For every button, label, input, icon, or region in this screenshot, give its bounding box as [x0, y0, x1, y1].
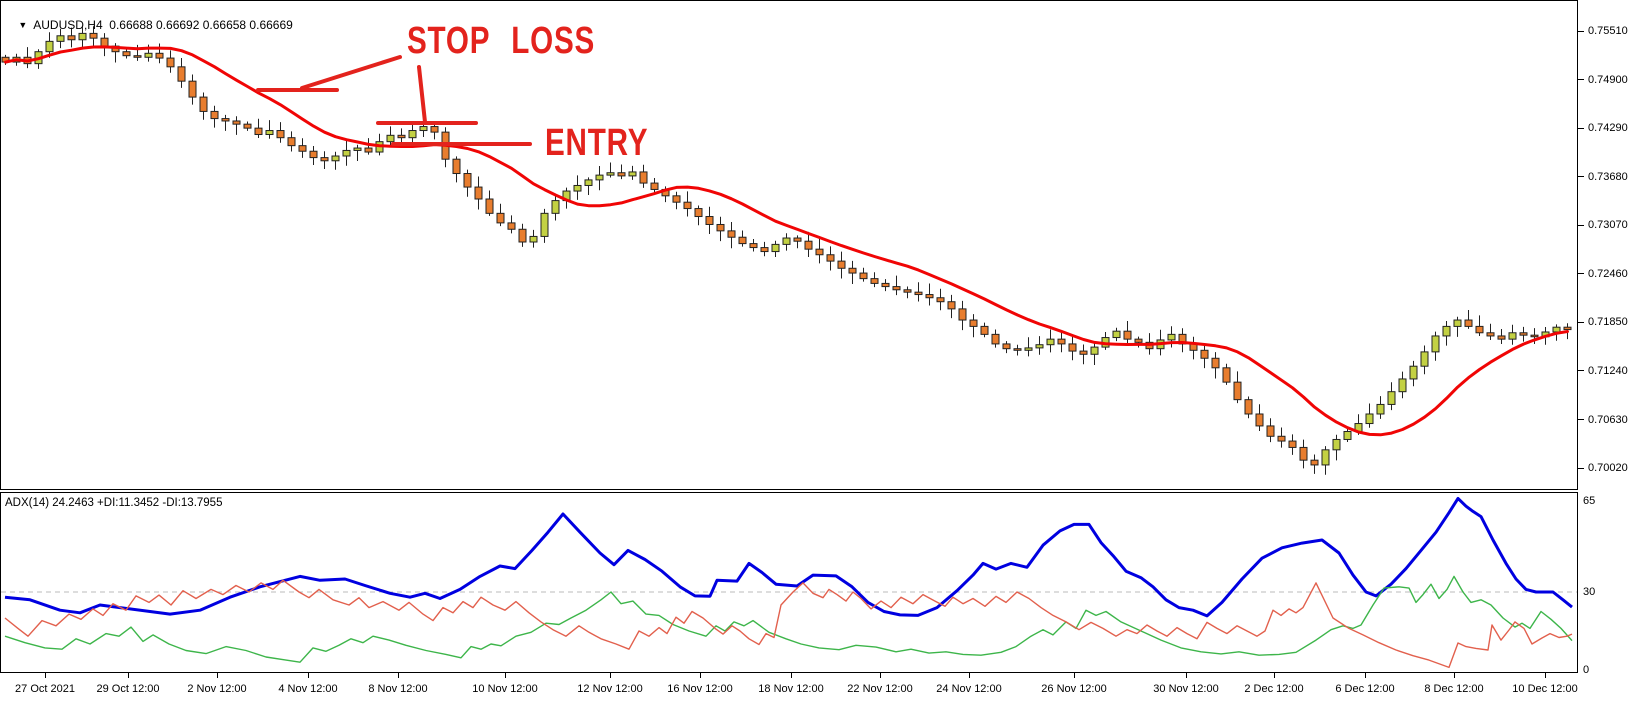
price-tick [1578, 273, 1584, 275]
annotation-lines-group [256, 55, 532, 146]
time-tick [1274, 673, 1275, 678]
price-axis-label: 0.70630 [1588, 413, 1628, 426]
time-tick [1454, 673, 1455, 678]
main-panel-border [0, 0, 1578, 490]
stop-loss-annotation: STOP LOSS [407, 20, 596, 62]
time-tick [217, 673, 218, 678]
adx-series-+DI [4, 575, 1573, 663]
price-axis-label: 0.74290 [1588, 122, 1628, 135]
ohlc-values: 0.66688 0.66692 0.66658 0.66669 [109, 18, 293, 32]
time-tick [398, 673, 399, 678]
price-axis-label: 0.73680 [1588, 170, 1628, 183]
price-tick [1578, 224, 1584, 226]
time-axis-label: 8 Nov 12:00 [368, 683, 428, 695]
time-axis-label: 8 Dec 12:00 [1424, 683, 1484, 695]
time-axis-label: 16 Nov 12:00 [667, 683, 733, 695]
time-axis-label: 26 Nov 12:00 [1041, 683, 1107, 695]
time-axis-label: 27 Oct 2021 [15, 683, 75, 695]
adx-chart-canvas[interactable] [0, 492, 1578, 673]
annotation-line-1 [300, 55, 402, 90]
price-axis-label: 0.74900 [1588, 73, 1628, 86]
time-tick [969, 673, 970, 678]
time-tick [700, 673, 701, 678]
time-tick [880, 673, 881, 678]
adx-axis-label: 30 [1583, 586, 1596, 598]
time-tick [1545, 673, 1546, 678]
price-tick [1578, 321, 1584, 323]
adx-indicator-label: ADX(14) 24.2463 +DI:11.3452 -DI:13.7955 [5, 497, 223, 509]
adx-panel-border [0, 492, 1578, 673]
price-tick [1578, 419, 1584, 421]
time-tick [610, 673, 611, 678]
annotation-line-2 [417, 65, 427, 124]
entry-annotation: ENTRY [545, 122, 649, 164]
time-axis-label: 6 Dec 12:00 [1335, 683, 1395, 695]
time-axis-label: 4 Nov 12:00 [278, 683, 338, 695]
time-axis-label: 10 Dec 12:00 [1512, 683, 1578, 695]
moving-average-line [4, 45, 1569, 437]
chevron-down-icon[interactable]: ▼ [18, 20, 28, 30]
time-tick [791, 673, 792, 678]
adx-axis-label: 0 [1583, 664, 1590, 676]
symbol-title-bar: ▼ AUDUSD,H4 0.66688 0.66692 0.66658 0.666… [5, 4, 293, 46]
price-axis-label: 0.70020 [1588, 462, 1628, 475]
time-tick [45, 673, 46, 678]
time-axis-label: 18 Nov 12:00 [758, 683, 824, 695]
time-axis-label: 2 Dec 12:00 [1244, 683, 1304, 695]
price-tick [1578, 30, 1584, 32]
price-axis-label: 0.73070 [1588, 219, 1628, 232]
price-axis-label: 0.71850 [1588, 316, 1628, 329]
time-axis-label: 10 Nov 12:00 [472, 683, 538, 695]
adx-series-ADX [4, 496, 1573, 618]
price-axis-label: 0.75510 [1588, 25, 1628, 37]
time-tick [1365, 673, 1366, 678]
time-axis-label: 29 Oct 12:00 [96, 683, 160, 695]
candles-group [1, 26, 1572, 475]
time-tick [1074, 673, 1075, 678]
adx-series--DI [4, 579, 1573, 669]
time-tick [308, 673, 309, 678]
symbol-title: AUDUSD,H4 [33, 18, 103, 32]
price-axis-label: 0.72460 [1588, 267, 1628, 280]
time-tick [1186, 673, 1187, 678]
price-axis-label: 0.71240 [1588, 364, 1628, 377]
price-tick [1578, 127, 1584, 129]
price-tick [1578, 467, 1584, 469]
time-axis-label: 30 Nov 12:00 [1153, 683, 1219, 695]
price-tick [1578, 370, 1584, 372]
time-axis-label: 22 Nov 12:00 [847, 683, 913, 695]
price-tick [1578, 79, 1584, 81]
time-axis-label: 24 Nov 12:00 [936, 683, 1002, 695]
adx-axis-label: 65 [1583, 495, 1596, 507]
time-tick [505, 673, 506, 678]
panel-splitter[interactable] [0, 490, 1578, 492]
price-tick [1578, 176, 1584, 178]
time-axis-label: 2 Nov 12:00 [187, 683, 247, 695]
main-chart-canvas[interactable] [0, 0, 1578, 490]
time-tick [128, 673, 129, 678]
time-axis-label: 12 Nov 12:00 [577, 683, 643, 695]
